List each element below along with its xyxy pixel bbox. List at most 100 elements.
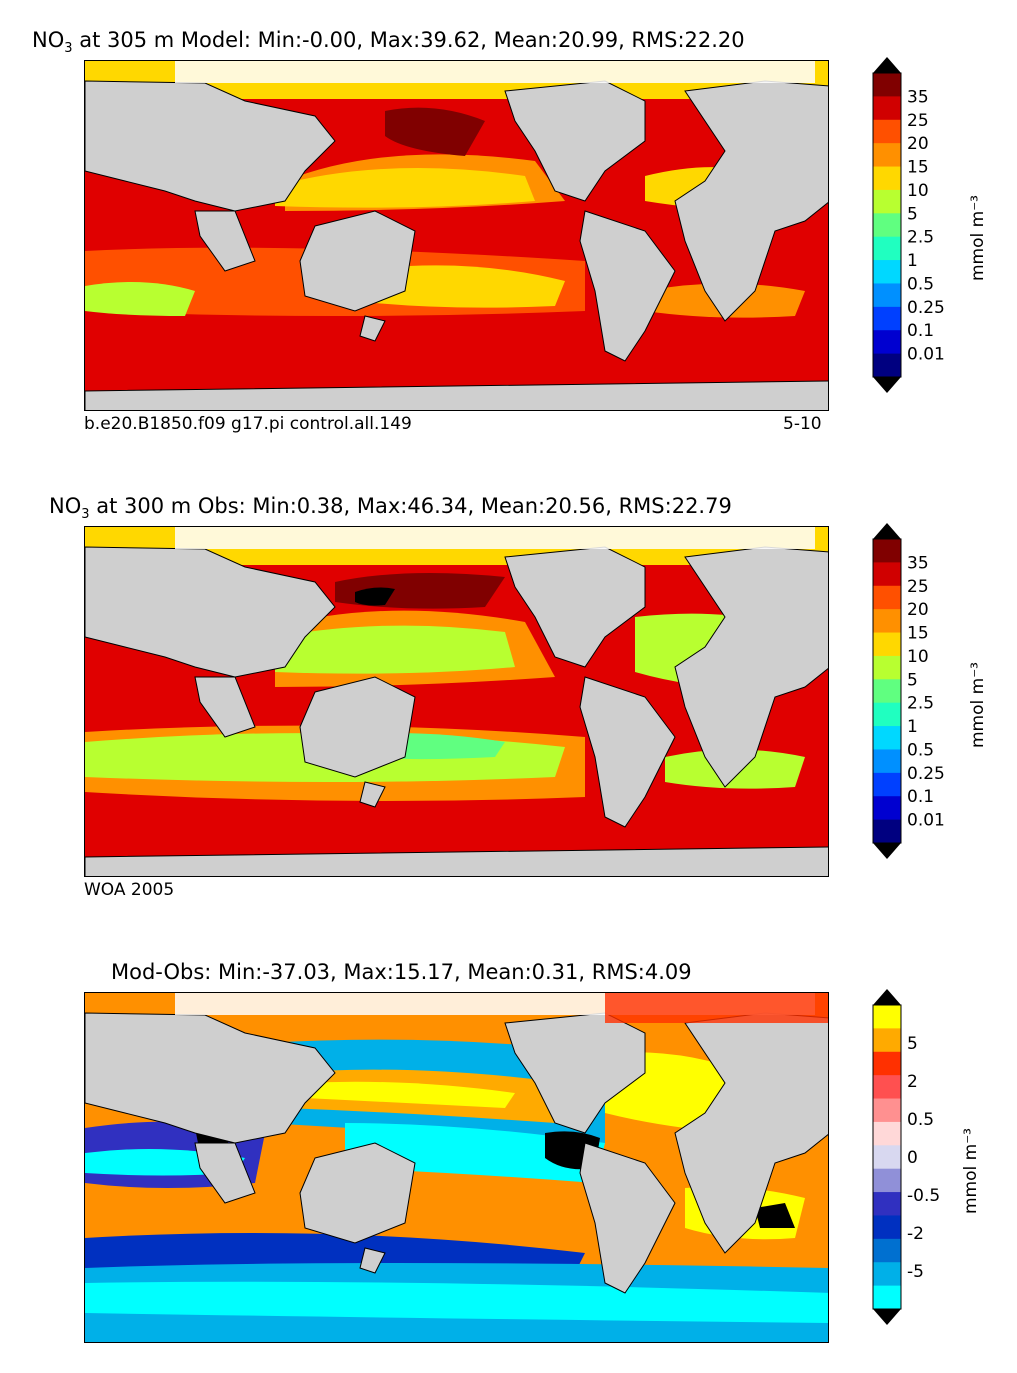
colorbar-tick-label: -0.5	[907, 1186, 940, 1206]
saturation-benguela	[755, 1203, 795, 1228]
colorbar-swatch	[873, 609, 901, 634]
panel-1-caption-right: 5-10	[783, 414, 822, 434]
colorbar-tick-label: 10	[907, 181, 929, 201]
colorbar-tick-label: 0	[907, 1148, 918, 1168]
panel-3-colorbar-label: mmol m⁻³	[961, 1128, 981, 1214]
colorbar-swatch	[873, 726, 901, 750]
colorbar-swatch	[873, 679, 901, 704]
colorbar-tick-label: 35	[907, 87, 929, 107]
colorbar-swatch	[873, 1285, 901, 1310]
north-pacific-core	[305, 1081, 515, 1108]
colorbar-swatch	[873, 1098, 901, 1123]
colorbar-swatch	[873, 1262, 901, 1287]
colorbar-swatch	[873, 260, 901, 284]
panel-2-colorbar: 35 25 20 15 10 5 2.5 1 0.5 0.25 0.1 0.01	[872, 523, 945, 859]
colorbar-tick-label: 1	[907, 717, 918, 737]
colorbar-swatch	[873, 655, 901, 680]
colorbar-swatch	[873, 1192, 901, 1216]
panel-2-title-subscript: 3	[81, 507, 90, 523]
colorbar-tick-label: 25	[907, 577, 929, 597]
colorbar-frame	[872, 538, 902, 844]
colorbar-swatch	[873, 119, 901, 144]
colorbar-tick-label: 0.01	[907, 345, 945, 365]
colorbar-swatch	[873, 1145, 901, 1170]
colorbar-swatch	[873, 562, 901, 587]
land-masses	[85, 1012, 828, 1294]
colorbar-swatch	[873, 189, 901, 214]
colorbar-tick-label: 15	[907, 158, 929, 178]
panel-1-title-stats: at 305 m Model: Min:-0.00, Max:39.62, Me…	[72, 28, 745, 52]
colorbar-swatch	[873, 73, 901, 97]
colorbar-tick-label: -5	[907, 1262, 924, 1282]
colorbar-swatch	[873, 166, 901, 191]
indian-ocean-low	[85, 282, 195, 316]
colorbar-tick-label: 0.5	[907, 740, 934, 760]
colorbar-frame	[872, 1004, 902, 1310]
panel-3-title: Mod-Obs: Min:-37.03, Max:15.17, Mean:0.3…	[111, 960, 692, 984]
panel-1-colorbar-label: mmol m⁻³	[968, 195, 988, 281]
colorbar-tick-label: 0.5	[907, 1110, 934, 1130]
colorbar-tick-label: 20	[907, 134, 929, 154]
colorbar-tick-label: 0.25	[907, 298, 945, 318]
colorbar-tick-label: 5	[907, 204, 918, 224]
colorbar-swatch	[873, 143, 901, 168]
colorbar-swatch	[873, 749, 901, 774]
colorbar-tick-label: 10	[907, 647, 929, 667]
colorbar-swatch	[873, 585, 901, 610]
colorbar-swatch	[873, 632, 901, 657]
panel-1-colorbar: 35 25 20 15 10 5 2.5 1 0.5 0.25 0.1 0.01	[872, 57, 945, 393]
saturation-high	[355, 587, 395, 606]
colorbar-tick-label: 5	[907, 670, 918, 690]
colorbar-swatch	[873, 1215, 901, 1240]
colorbar-swatch	[873, 539, 901, 563]
colorbar-tick-label: 15	[907, 624, 929, 644]
colorbar-swatch	[873, 236, 901, 261]
panel-3-map	[84, 992, 829, 1343]
colorbar-frame	[872, 72, 902, 378]
panel-1-map-svg	[85, 61, 828, 410]
panel-1-title: NO3 at 305 m Model: Min:-0.00, Max:39.62…	[32, 28, 745, 56]
southern-ocean-core	[85, 1281, 828, 1323]
arctic-positive	[605, 993, 828, 1023]
land-masses	[85, 546, 828, 876]
colorbar-tick-label: 0.5	[907, 274, 934, 294]
colorbar-tick-label: 0.1	[907, 787, 934, 807]
missing-data	[175, 61, 815, 83]
missing-data	[175, 527, 815, 549]
panel-1-title-subscript: 3	[64, 41, 73, 57]
colorbar-swatch	[873, 353, 901, 378]
north-pacific-gyre	[275, 168, 535, 208]
panel-2-title-stats: at 300 m Obs: Min:0.38, Max:46.34, Mean:…	[89, 494, 732, 518]
colorbar-swatch	[873, 1121, 901, 1146]
panel-1-map	[84, 60, 829, 411]
colorbar-swatch	[873, 96, 901, 121]
panel-2-map	[84, 526, 829, 877]
panel-2-colorbar-label: mmol m⁻³	[968, 662, 988, 748]
colorbar-bottom-arrow	[873, 377, 901, 393]
colorbar-top-arrow	[873, 57, 901, 73]
colorbar-bottom-arrow	[873, 843, 901, 859]
colorbar-swatch	[873, 1075, 901, 1100]
colorbar-tick-label: 0.01	[907, 811, 945, 831]
panel-2-title-symbol: NO	[49, 494, 82, 518]
colorbar-tick-label: 35	[907, 553, 929, 573]
subarctic-pacific-max	[385, 107, 485, 156]
colorbar-swatch	[873, 306, 901, 331]
colorbar-bottom-arrow	[873, 1309, 901, 1325]
panel-3-title-stats: Mod-Obs: Min:-37.03, Max:15.17, Mean:0.3…	[111, 960, 692, 984]
colorbar-tick-label: 5	[907, 1034, 918, 1054]
colorbar-tick-label: 0.1	[907, 321, 934, 341]
colorbar-tick-label: 2.5	[907, 694, 934, 714]
colorbar-swatch	[873, 1005, 901, 1029]
colorbar-swatch	[873, 1028, 901, 1053]
colorbar-swatch	[873, 1051, 901, 1076]
panel-2-map-svg	[85, 527, 828, 876]
panel-3-map-svg	[85, 993, 828, 1342]
colorbar-swatch	[873, 772, 901, 797]
colorbar-tick-label: 0.25	[907, 764, 945, 784]
colorbar-tick-label: -2	[907, 1224, 924, 1244]
north-pacific-gyre	[275, 625, 515, 674]
colorbar-tick-label: 25	[907, 111, 929, 131]
colorbar-swatch	[873, 702, 901, 727]
colorbar-swatch	[873, 819, 901, 844]
